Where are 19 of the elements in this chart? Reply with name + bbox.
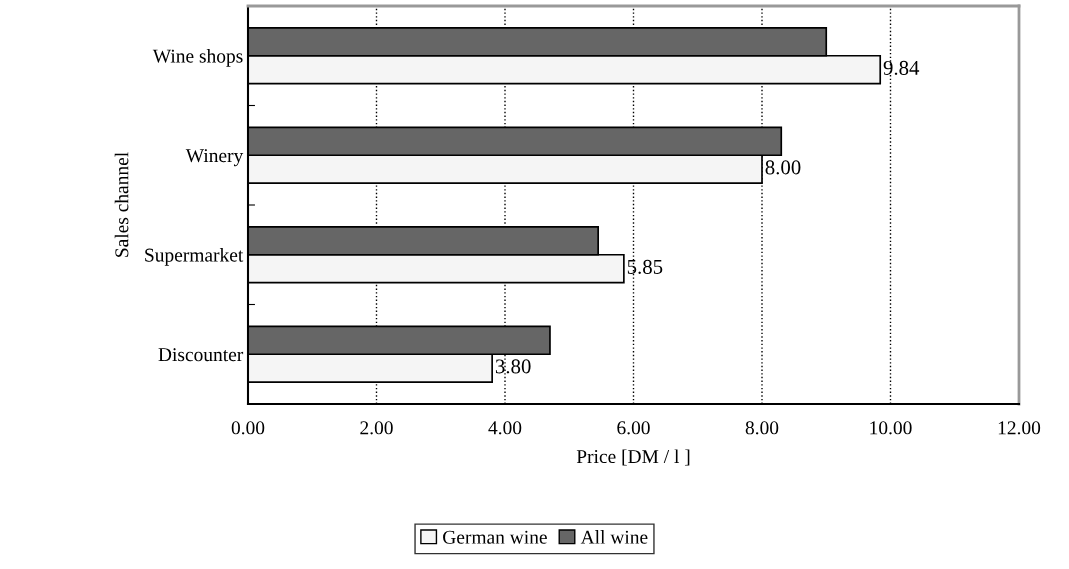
y-tick-label: Supermarket (145, 248, 244, 266)
data-label: 5.85 (627, 259, 663, 274)
y-tick-label: Wine shops (152, 49, 243, 67)
data-label: 9.84 (883, 60, 920, 75)
y-tick-label: Discounter (158, 348, 244, 362)
x-axis-title: Price [DM / l ] (576, 449, 690, 466)
legend-label: German wine (443, 530, 547, 544)
x-tick-label: 2.00 (360, 421, 393, 435)
x-tick-label: 6.00 (617, 421, 650, 435)
y-axis-title: Sales channel (114, 152, 129, 257)
x-tick-label: 0.00 (231, 421, 265, 435)
data-label: 3.80 (495, 359, 531, 374)
x-tick-label: 8.00 (745, 421, 779, 435)
x-tick-label: 10.00 (870, 421, 912, 435)
data-label: 8.00 (765, 160, 801, 175)
legend-label: All wine (580, 530, 648, 544)
x-tick-label: 12.00 (998, 421, 1041, 435)
y-tick-label: Winery (185, 149, 244, 167)
x-tick-label: 4.00 (488, 421, 522, 435)
